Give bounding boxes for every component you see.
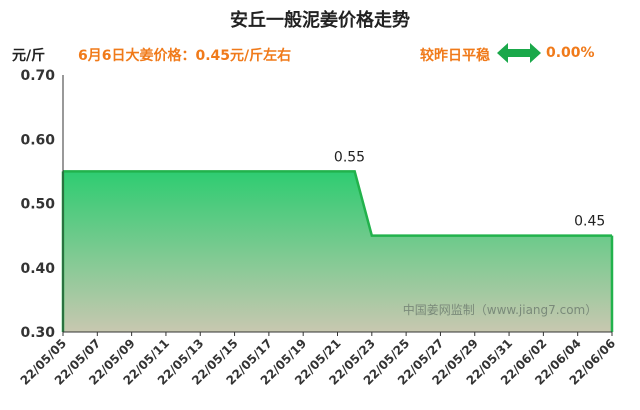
trend-label: 较昨日平稳 [420, 48, 490, 64]
y-tick-label: 0.30 [20, 325, 55, 341]
double-arrow-icon [497, 43, 541, 63]
y-tick-label: 0.60 [20, 132, 55, 148]
y-tick-label: 0.70 [20, 68, 55, 84]
price-line [63, 170, 612, 237]
y-axis-unit: 元/斤 [12, 48, 46, 64]
y-tick-label: 0.40 [20, 261, 55, 277]
chart-title: 安丘一般泥姜价格走势 [230, 10, 410, 31]
price-area [63, 171, 612, 332]
price-note: 6月6日大姜价格：0.45元/斤左右 [78, 48, 292, 64]
data-label: 0.45 [574, 214, 605, 230]
change-value: 0.00% [546, 45, 595, 61]
data-label: 0.55 [334, 149, 365, 165]
watermark: 中国姜网监制（www.jiang7.com） [403, 302, 597, 317]
y-tick-label: 0.50 [20, 197, 55, 213]
